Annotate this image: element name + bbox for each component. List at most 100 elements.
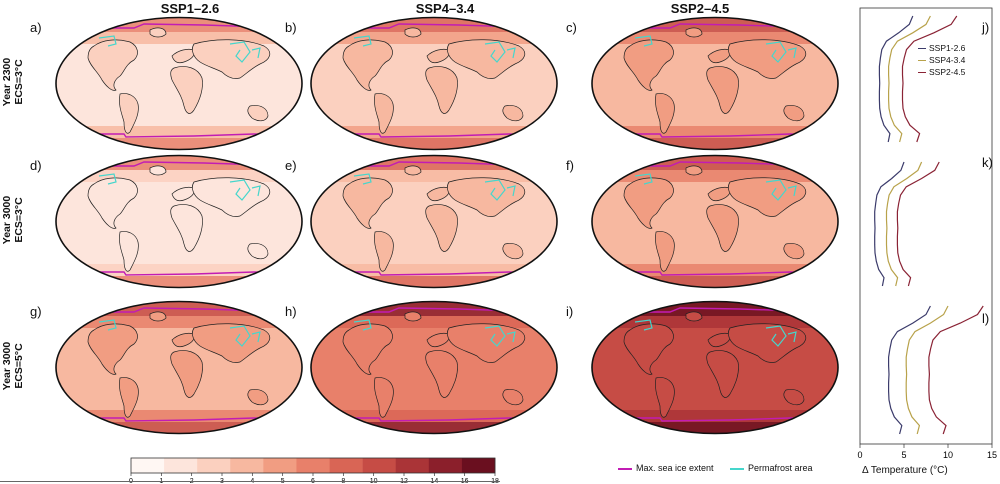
continent-outline bbox=[623, 323, 674, 375]
continent-outline bbox=[374, 377, 394, 418]
colorbar-cell bbox=[263, 458, 297, 473]
map-border bbox=[591, 154, 839, 289]
profile-line-ssp1-2.6 bbox=[887, 305, 931, 435]
profile-axes-box bbox=[859, 7, 993, 445]
column-title-ssp2-45: SSP2–4.5 bbox=[670, 1, 730, 16]
continent-outline bbox=[247, 243, 269, 260]
column-title-ssp4-34: SSP4–3.4 bbox=[415, 1, 475, 16]
continent-outline bbox=[342, 39, 393, 91]
profile-letter-l: l) bbox=[982, 311, 990, 326]
permafrost-contour bbox=[634, 319, 797, 347]
profile-legend-item-2: SSP4-3.4 bbox=[918, 54, 965, 66]
continent-outline bbox=[685, 311, 703, 322]
column-title-ssp1-26: SSP1–2.6 bbox=[160, 1, 220, 16]
map-panel-9: i) bbox=[566, 300, 840, 435]
profile-line-ssp4-3.4 bbox=[885, 161, 923, 287]
map-panel-2: b) bbox=[285, 16, 559, 151]
panel-letter-e: e) bbox=[285, 158, 297, 173]
panel-letter-a: a) bbox=[30, 20, 42, 35]
map-warming-band bbox=[311, 276, 557, 288]
map-panel-4: d) bbox=[30, 154, 304, 289]
map-warming-band bbox=[56, 138, 302, 150]
panel-letter-c: c) bbox=[566, 20, 577, 35]
permafrost-contour bbox=[98, 35, 261, 63]
continent-outline bbox=[119, 377, 139, 418]
continent-outline bbox=[171, 48, 195, 64]
continent-outline bbox=[170, 66, 203, 114]
colorbar-cell bbox=[131, 458, 165, 473]
row-label-1: Year 2300 ECS=3°C bbox=[1, 17, 25, 147]
profile-legend-label-1: SSP1-2.6 bbox=[929, 43, 966, 53]
continent-outline bbox=[502, 389, 524, 406]
permafrost-contour bbox=[98, 319, 261, 347]
colorbar-cell bbox=[296, 458, 330, 473]
continent-outline bbox=[447, 177, 526, 217]
panel-letter-d: d) bbox=[30, 158, 42, 173]
continent-outline bbox=[447, 323, 526, 363]
continent-outline bbox=[374, 93, 394, 134]
continent-outline bbox=[502, 243, 524, 260]
continent-outline bbox=[404, 165, 422, 176]
profile-legend: SSP1-2.6 SSP4-3.4 SSP2-4.5 bbox=[918, 42, 965, 78]
map-border bbox=[310, 300, 558, 435]
continent-outline bbox=[170, 350, 203, 398]
profile-legend-label-3: SSP2-4.5 bbox=[929, 67, 966, 77]
continent-outline bbox=[502, 105, 524, 122]
continent-outline bbox=[426, 186, 450, 202]
sea-ice-legend-label: Max. sea ice extent bbox=[636, 463, 714, 473]
row-label-3-line2: ECS=5°C bbox=[13, 343, 25, 389]
continent-outline bbox=[728, 39, 807, 79]
continent-outline bbox=[342, 177, 393, 229]
map-warming-band bbox=[592, 422, 838, 434]
continent-outline bbox=[426, 332, 450, 348]
profile-letter-k: k) bbox=[982, 155, 993, 170]
panel-letter-f: f) bbox=[566, 158, 574, 173]
row-label-3-line1: Year 3000 bbox=[1, 341, 13, 391]
map-warming-band bbox=[311, 138, 557, 150]
continent-outline bbox=[706, 204, 739, 252]
permafrost-contour bbox=[353, 319, 516, 347]
colorbar-baseline bbox=[0, 481, 500, 482]
continent-outline bbox=[783, 389, 805, 406]
continent-outline bbox=[425, 204, 458, 252]
continent-outline bbox=[149, 311, 167, 322]
continent-outline bbox=[706, 66, 739, 114]
row-label-3: Year 3000 ECS=5°C bbox=[1, 301, 25, 431]
continent-outline bbox=[119, 231, 139, 272]
map-border bbox=[591, 16, 839, 151]
profile-line-ssp1-2.6 bbox=[878, 15, 914, 143]
profile-x-axis-label: Δ Temperature (°C) bbox=[862, 465, 948, 476]
continent-outline bbox=[728, 323, 807, 363]
map-warming-band bbox=[592, 138, 838, 150]
colorbar-cell bbox=[230, 458, 264, 473]
continent-outline bbox=[247, 105, 269, 122]
permafrost-contour bbox=[634, 173, 797, 201]
temperature-colorbar: 0 1 2 3 4 5 6 8 10 12 14 16 18 bbox=[129, 457, 499, 484]
continent-outline bbox=[404, 311, 422, 322]
colorbar-cell bbox=[329, 458, 363, 473]
continent-outline bbox=[192, 323, 271, 363]
profile-x-tick-label: 0 bbox=[857, 450, 862, 460]
sea-ice-legend-swatch bbox=[618, 468, 632, 470]
profile-line-ssp2-4.5 bbox=[928, 305, 984, 435]
continent-outline bbox=[655, 377, 675, 418]
panel-letter-b: b) bbox=[285, 20, 297, 35]
continent-outline bbox=[706, 350, 739, 398]
row-label-2-line1: Year 3000 bbox=[1, 195, 13, 245]
map-panel-1: a) bbox=[30, 16, 304, 151]
profile-x-tick-label: 15 bbox=[987, 450, 997, 460]
map-border bbox=[55, 300, 303, 435]
colorbar-cell bbox=[362, 458, 397, 473]
continent-outline bbox=[655, 93, 675, 134]
colorbar-cell bbox=[197, 458, 231, 473]
continent-outline bbox=[707, 332, 731, 348]
continent-outline bbox=[342, 323, 393, 375]
map-border bbox=[310, 154, 558, 289]
map-panel-5: e) bbox=[285, 154, 559, 289]
continent-outline bbox=[404, 27, 422, 38]
profile-x-tick-label: 5 bbox=[901, 450, 906, 460]
profile-legend-item-3: SSP2-4.5 bbox=[918, 66, 965, 78]
zonal-temperature-profiles: 0 5 10 15 bbox=[857, 7, 997, 460]
continent-outline bbox=[426, 48, 450, 64]
permafrost-legend-swatch bbox=[730, 468, 744, 470]
